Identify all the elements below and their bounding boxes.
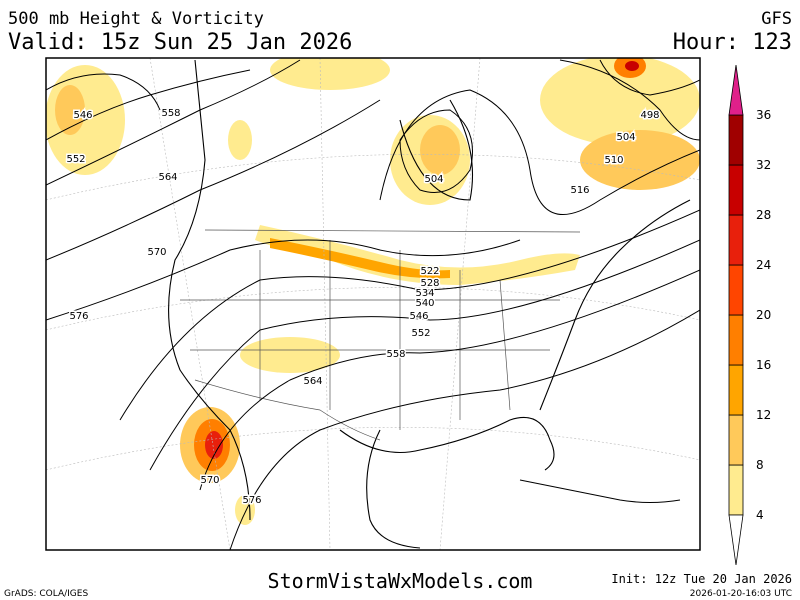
- map-frame: [45, 57, 701, 551]
- colorbar-box: [728, 414, 744, 466]
- contour-label: 498: [640, 110, 659, 121]
- forecast-hour: Hour: 123: [673, 30, 792, 55]
- software-credit: GrADS: COLA/IGES: [4, 589, 88, 599]
- colorbar-box: [728, 364, 744, 416]
- colorbar-box: [728, 164, 744, 216]
- colorbar-label: 4: [756, 508, 764, 522]
- colorbar-label: 32: [756, 158, 771, 172]
- contour-label: 576: [69, 311, 88, 322]
- contour-label: 552: [66, 154, 85, 165]
- contour-label: 558: [386, 349, 405, 360]
- contour-label: 564: [158, 172, 177, 183]
- lat-lon-grid: [46, 58, 700, 550]
- contour-label: 552: [411, 328, 430, 339]
- contour-label: 576: [242, 495, 261, 506]
- colorbar-box: [728, 264, 744, 316]
- contour-label: 534: [415, 288, 434, 299]
- map: 5465525585645705765044985045105165225285…: [45, 57, 701, 551]
- colorbar-label: 28: [756, 208, 771, 222]
- contour-label: 570: [147, 247, 166, 258]
- vorticity-shading: [46, 58, 700, 525]
- height-contours: [46, 59, 700, 550]
- colorbar-label: 16: [756, 358, 771, 372]
- colorbar-box: [728, 464, 744, 516]
- contour-label: 564: [303, 376, 322, 387]
- contour-label: 540: [415, 298, 434, 309]
- contour-label: 516: [570, 185, 589, 196]
- colorbar: 4 8 12 16 20 24 28 32 36: [728, 64, 771, 566]
- contour-label: 504: [424, 174, 443, 185]
- colorbar-label: 24: [756, 258, 771, 272]
- site-credit: StormVistaWxModels.com: [268, 569, 533, 593]
- colorbar-top-arrow: [728, 64, 744, 116]
- valid-time: Valid: 15z Sun 25 Jan 2026: [8, 30, 352, 55]
- colorbar-label: 12: [756, 408, 771, 422]
- contour-label: 546: [409, 311, 428, 322]
- colorbar-label: 8: [756, 458, 764, 472]
- colorbar-label: 36: [756, 108, 771, 122]
- coastlines: [168, 59, 691, 549]
- contour-label: 570: [200, 475, 219, 486]
- contour-labels: 5465525585645705765044985045105165225285…: [65, 107, 661, 508]
- colorbar-box: [728, 314, 744, 366]
- contour-label: 558: [161, 108, 180, 119]
- init-time: Init: 12z Tue 20 Jan 2026: [611, 572, 792, 586]
- map-title: 500 mb Height & Vorticity: [8, 9, 264, 29]
- contour-label: 528: [420, 278, 439, 289]
- colorbar-box: [728, 214, 744, 266]
- colorbar-bottom-arrow: [728, 514, 744, 566]
- contour-label: 510: [604, 155, 623, 166]
- contour-label: 504: [616, 132, 635, 143]
- model-name: GFS: [761, 9, 792, 29]
- contour-label: 522: [420, 266, 439, 277]
- colorbar-label: 20: [756, 308, 771, 322]
- timestamp: 2026-01-20-16:03 UTC: [690, 589, 792, 599]
- colorbar-box: [728, 114, 744, 166]
- contour-label: 546: [73, 110, 92, 121]
